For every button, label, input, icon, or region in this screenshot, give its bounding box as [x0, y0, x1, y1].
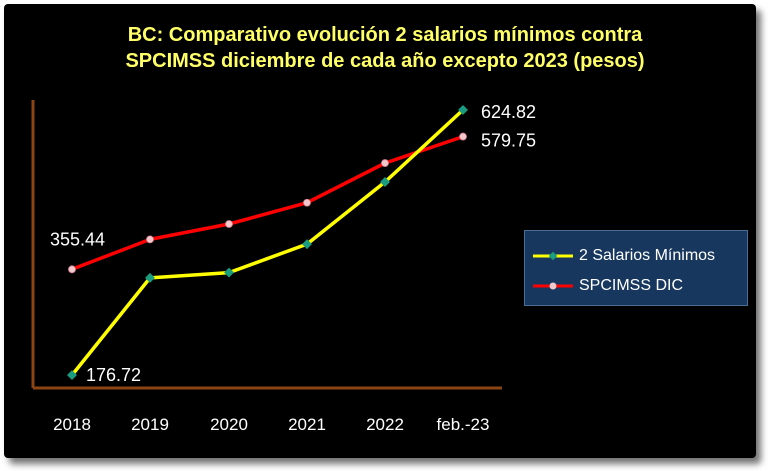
data-point-salarios	[224, 267, 234, 278]
data-label: 176.72	[86, 365, 141, 385]
x-tick-label: 2020	[210, 415, 248, 434]
data-point-spcimss	[381, 159, 389, 167]
data-point-salarios	[302, 239, 312, 250]
chart-legend: 2 Salarios Mínimos SPCIMSS DIC	[524, 230, 748, 306]
chart-title-line-2: SPCIMSS diciembre de cada año excepto 20…	[125, 50, 645, 72]
data-point-spcimss	[459, 132, 467, 141]
legend-item-spcimss: SPCIMSS DIC	[533, 275, 683, 297]
data-point-spcimss	[146, 235, 154, 244]
chart-title-line-1: BC: Comparativo evolución 2 salarios mín…	[127, 24, 643, 46]
x-tick-label: 2022	[366, 415, 404, 434]
legend-label-salarios: 2 Salarios Mínimos	[579, 247, 716, 264]
series-line-1	[71, 134, 464, 271]
series-line-0	[70, 108, 465, 377]
x-tick-label: 2018	[53, 415, 91, 434]
x-tick-label: feb.-23	[437, 415, 490, 434]
data-label: 355.44	[50, 229, 105, 249]
x-tick-label: 2019	[131, 415, 169, 434]
chart-title: BC: Comparativo evolución 2 salarios mín…	[0, 22, 770, 74]
data-point-spcimss	[225, 220, 233, 228]
legend-item-salarios: 2 Salarios Mínimos	[533, 245, 715, 267]
legend-swatch-spcimss	[533, 282, 573, 290]
data-point-spcimss	[303, 198, 311, 207]
data-point-salarios	[145, 272, 155, 283]
x-tick-label: 2021	[288, 415, 326, 434]
legend-label-spcimss: SPCIMSS DIC	[579, 277, 684, 294]
legend-swatch-salarios	[533, 251, 573, 261]
data-point-salarios	[380, 177, 390, 187]
data-label: 624.82	[481, 102, 536, 122]
data-point-spcimss	[68, 265, 76, 274]
data-label: 579.75	[481, 131, 536, 151]
